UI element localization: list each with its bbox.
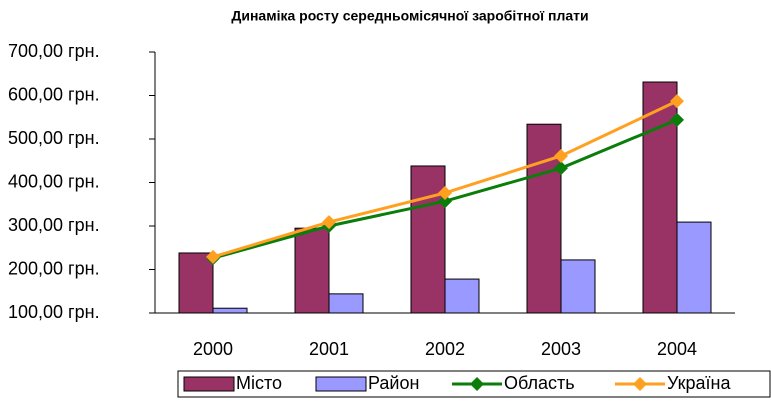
bar bbox=[676, 221, 712, 314]
legend-marker bbox=[470, 377, 484, 391]
legend-swatch bbox=[183, 376, 235, 392]
bar bbox=[444, 278, 480, 314]
legend-label: Область bbox=[504, 373, 575, 393]
marker bbox=[554, 161, 568, 176]
y-tick-label: 200,00 грн. bbox=[8, 258, 100, 278]
y-tick-label: 300,00 грн. bbox=[8, 215, 100, 235]
bar bbox=[328, 293, 364, 314]
marker bbox=[438, 194, 452, 209]
marker bbox=[322, 215, 336, 230]
marker bbox=[438, 185, 452, 200]
bar bbox=[294, 227, 330, 314]
y-tick-label: 700,00 грн. bbox=[8, 41, 100, 61]
x-tick-label: 2004 bbox=[657, 339, 697, 359]
bar bbox=[178, 252, 214, 314]
bar bbox=[212, 307, 248, 314]
x-tick-label: 2001 bbox=[309, 339, 349, 359]
marker bbox=[554, 148, 568, 163]
marker bbox=[206, 249, 220, 264]
bar bbox=[410, 165, 446, 314]
y-tick-label: 600,00 грн. bbox=[8, 84, 100, 104]
legend-swatch bbox=[315, 376, 367, 392]
x-tick-label: 2000 bbox=[193, 339, 233, 359]
chart-title: Динаміка росту середньомісячної заробітн… bbox=[231, 8, 588, 24]
y-tick-label: 500,00 грн. bbox=[8, 128, 100, 148]
legend-label: Місто bbox=[236, 373, 282, 393]
legend-label: Україна bbox=[667, 373, 731, 393]
y-tick-label: 400,00 грн. bbox=[8, 171, 100, 191]
x-tick-label: 2003 bbox=[541, 339, 581, 359]
bar bbox=[642, 81, 678, 314]
x-tick-label: 2002 bbox=[425, 339, 465, 359]
bar bbox=[526, 123, 562, 314]
marker bbox=[670, 94, 684, 109]
bar bbox=[560, 259, 596, 314]
legend-label: Район bbox=[368, 373, 419, 393]
marker bbox=[670, 112, 684, 127]
legend-marker bbox=[633, 377, 647, 391]
y-tick-label: 100,00 грн. bbox=[8, 302, 100, 322]
